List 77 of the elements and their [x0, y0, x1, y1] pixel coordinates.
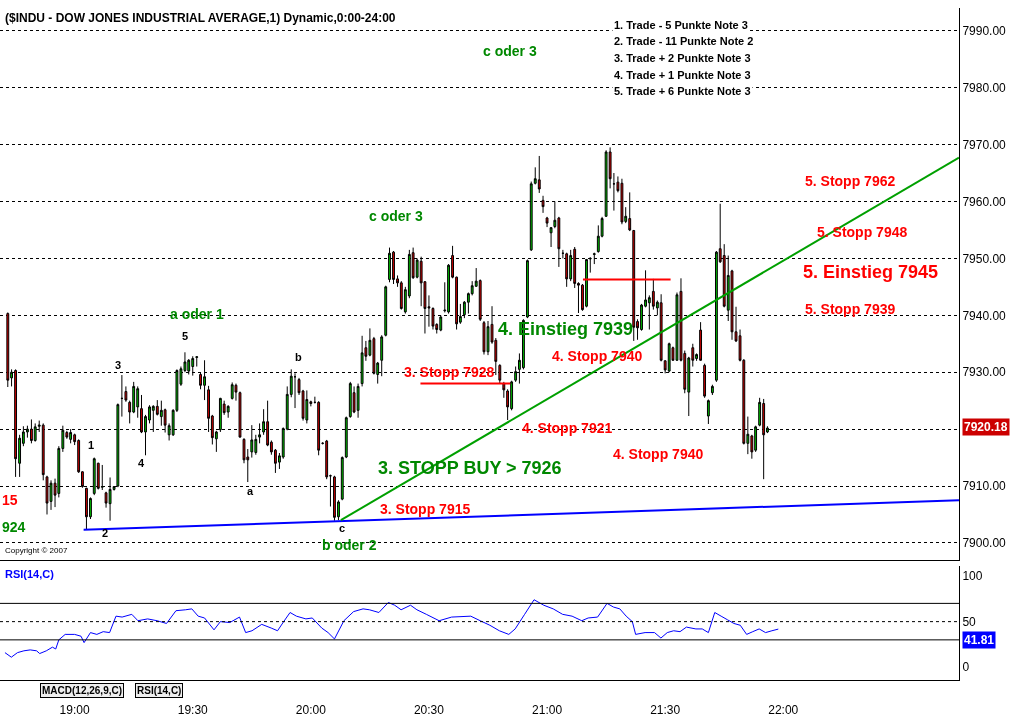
y-tick-label: 50	[962, 614, 977, 629]
candlestick	[585, 258, 588, 308]
annotation: c oder 3	[483, 43, 537, 59]
annotation: 5. Einstieg 7945	[803, 262, 939, 282]
y-tick-label: 7910.00	[962, 479, 1007, 494]
y-tick-label: 7970.00	[962, 137, 1007, 152]
x-tick-label: 19:00	[59, 703, 90, 716]
x-tick-label: 21:00	[532, 703, 563, 716]
annotation: 1. Trade - 5 Punkte Note 3	[614, 19, 748, 31]
candlestick	[136, 385, 140, 419]
annotation: 5	[182, 330, 189, 342]
candlestick	[384, 285, 388, 337]
text: 7920.18	[964, 420, 1008, 434]
candlestick	[762, 398, 766, 480]
y-tick-label: 100	[962, 569, 983, 584]
candlestick	[29, 418, 33, 444]
text: 41.81	[964, 633, 995, 647]
y-tick-label: 7950.00	[962, 251, 1007, 266]
candlestick	[356, 383, 360, 419]
annotation: 1	[88, 439, 95, 451]
annotation: 4. Trade + 1 Punkte Note 3	[614, 69, 751, 81]
candlestick	[352, 385, 356, 414]
annotation: 15	[2, 492, 18, 508]
candlestick	[6, 311, 10, 388]
annotation: 924	[2, 519, 26, 535]
y-tick-label: 7960.00	[962, 194, 1007, 209]
candlestick	[348, 381, 352, 419]
x-tick-label: 21:30	[650, 703, 681, 716]
text: RSI(14,C)	[137, 685, 182, 696]
candlestick	[545, 216, 549, 228]
candlestick	[325, 439, 329, 480]
annotation: 3. Stopp 7928	[404, 364, 495, 380]
annotation: 5. Stopp 7939	[805, 301, 896, 317]
annotation: c	[339, 522, 346, 534]
y-tick-label: 7990.00	[962, 23, 1007, 38]
chart-title: RSI(14,C)	[5, 568, 55, 580]
chart-title: ($INDU - DOW JONES INDUSTRIAL AVERAGE,1) Dynamic,0:00-24:00	[5, 11, 396, 25]
candlestick	[305, 389, 309, 424]
candlestick	[49, 479, 53, 511]
y-tick-label: 0	[962, 660, 970, 675]
annotation: 4. Stopp 7921	[522, 420, 613, 436]
x-tick-label: 22:00	[768, 703, 799, 716]
line-series	[4, 599, 779, 658]
y-tick-label: 7900.00	[962, 536, 1007, 551]
annotation: 4. Stopp 7940	[613, 446, 704, 462]
candlestick	[482, 320, 486, 356]
candlestick	[498, 363, 502, 385]
candlestick	[120, 374, 124, 418]
annotation: 3. Trade + 2 Punkte Note 3	[614, 52, 751, 64]
annotation: 4	[138, 457, 145, 469]
y-tick-label: 7980.00	[962, 80, 1007, 95]
annotation: c oder 3	[369, 208, 423, 224]
candlestick	[699, 321, 703, 362]
x-tick-label: 20:30	[413, 703, 445, 716]
annotation: a	[247, 485, 254, 497]
annotation: 2	[102, 527, 109, 539]
candlestick	[706, 399, 710, 425]
annotation: 5. Trade + 6 Punkte Note 3	[614, 85, 751, 97]
y-tick-label: 7940.00	[962, 308, 1007, 323]
annotation: 2. Trade - 11 Punkte Note 2	[614, 35, 754, 47]
annotation: b	[295, 351, 302, 363]
annotation: 5. Stopp 7948	[817, 224, 908, 240]
candlestick	[710, 384, 714, 396]
candlestick	[537, 155, 541, 194]
text: MACD(12,26,9,C)	[42, 685, 123, 696]
x-tick-label: 19:30	[177, 703, 209, 716]
x-tick-label: 20:00	[295, 703, 327, 716]
annotation: a oder 1	[170, 306, 224, 322]
annotation: 3	[115, 359, 122, 371]
candlestick	[230, 381, 234, 401]
candlestick	[226, 404, 230, 419]
annotation: 5. Stopp 7962	[805, 173, 896, 189]
annotation: 3. Stopp 7915	[380, 501, 471, 517]
annotation: Copyright © 2007	[5, 546, 68, 555]
candlestick	[195, 355, 199, 368]
y-tick-label: 7930.00	[962, 365, 1007, 380]
annotation: b oder 2	[322, 537, 377, 553]
